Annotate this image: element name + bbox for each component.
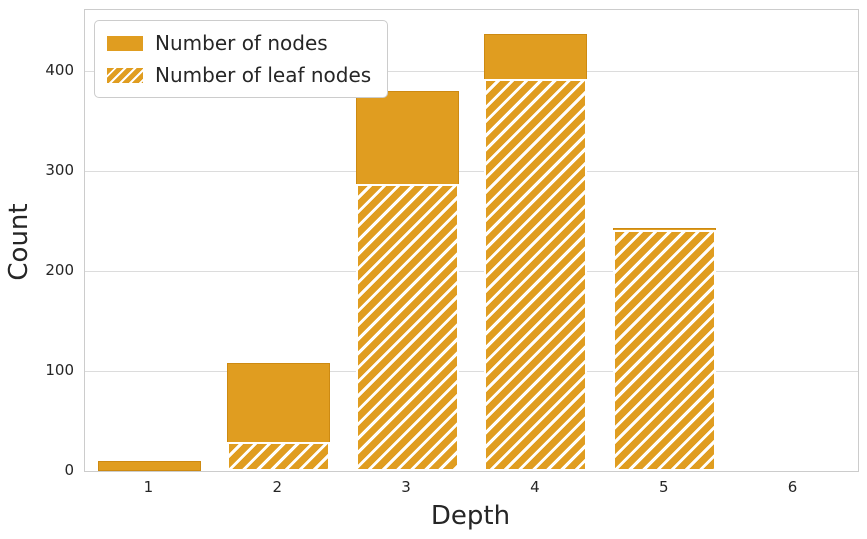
gridline-y-300: [85, 170, 858, 172]
legend-item-leaf-nodes: Number of leaf nodes: [107, 63, 371, 87]
x-tick-label-5: 5: [658, 478, 669, 496]
legend-label-nodes: Number of nodes: [155, 31, 328, 55]
bar-leaf-nodes-depth-2: [226, 442, 330, 471]
gridline-y-200: [85, 270, 858, 272]
bar-leaf-nodes-depth-4: [484, 79, 588, 471]
x-tick-label-4: 4: [530, 478, 540, 496]
x-tick-label-2: 2: [272, 478, 283, 496]
bar-leaf-nodes-depth-6: [742, 467, 846, 471]
legend-swatch-solid-icon: [107, 35, 143, 51]
x-tick-label-3: 3: [401, 478, 411, 496]
y-tick-label-0: 0: [64, 461, 74, 479]
bar-leaf-nodes-depth-3: [355, 184, 459, 471]
y-tick-label-300: 300: [45, 161, 74, 179]
x-tick-label-6: 6: [787, 478, 798, 496]
y-tick-label-200: 200: [45, 261, 74, 279]
plot-area: Number of nodes Number of leaf nodes: [84, 9, 859, 472]
y-tick-label-400: 400: [45, 61, 74, 79]
bar-leaf-nodes-depth-5: [613, 230, 717, 471]
bar-nodes-depth-1: [97, 461, 201, 471]
legend-label-leaf-nodes: Number of leaf nodes: [155, 63, 372, 87]
legend: Number of nodes Number of leaf nodes: [94, 20, 389, 98]
y-tick-label-100: 100: [45, 361, 74, 379]
gridline-y-100: [85, 370, 858, 372]
y-axis-label: Count: [4, 203, 34, 281]
gridline-y-400: [85, 70, 858, 72]
legend-item-nodes: Number of nodes: [107, 31, 371, 55]
x-tick-label-1: 1: [143, 478, 154, 496]
x-axis-label: Depth: [430, 501, 511, 531]
legend-swatch-hatched-icon: [107, 67, 143, 83]
